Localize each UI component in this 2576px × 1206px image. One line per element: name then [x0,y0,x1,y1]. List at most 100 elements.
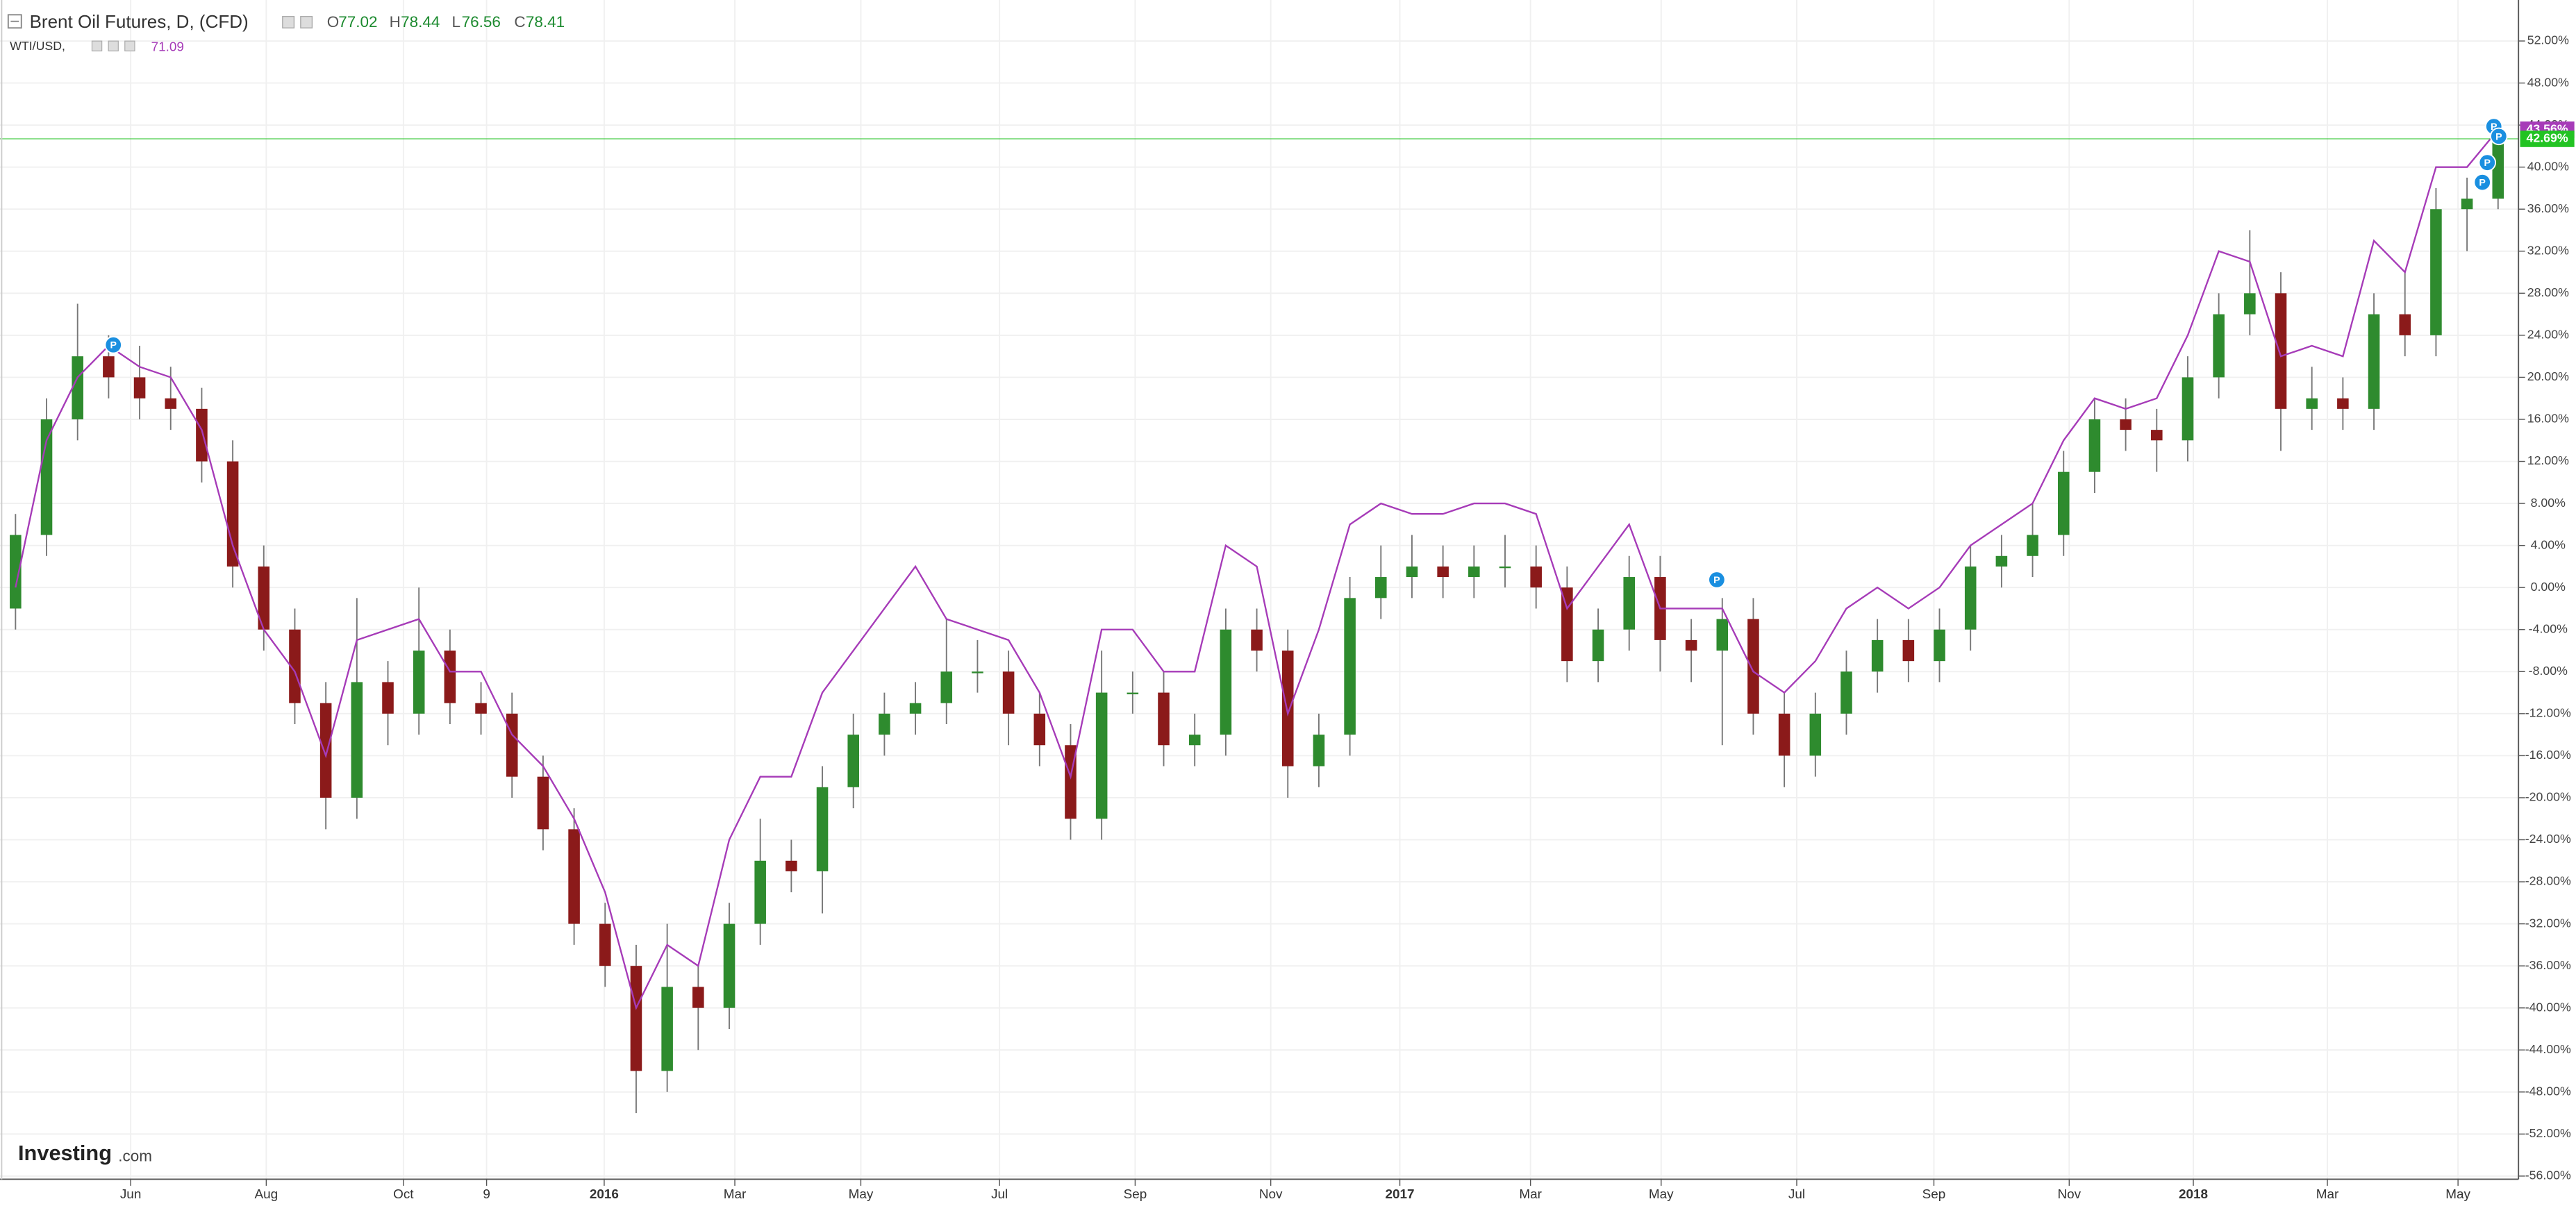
eye-icon[interactable] [91,40,103,51]
x-tick-label: May [1649,1187,1674,1202]
candle-body [1251,629,1263,651]
candle-body [413,651,425,714]
x-tick-label: Sep [1124,1187,1147,1202]
candle-body [72,356,83,419]
candle-body [1778,713,1790,756]
legend-wti-name: WTI/USD, [10,39,65,53]
logo-main: Investing [18,1141,112,1165]
close-icon[interactable] [124,40,135,51]
candle-body [289,629,301,703]
candle-body [661,987,673,1071]
candle-body [2182,377,2194,441]
settings-icon[interactable] [300,15,313,28]
event-pin-label: P [2479,178,2485,189]
candle-body [2244,293,2256,315]
candle-body [909,703,922,714]
candle-body [1437,566,1449,578]
x-tick-label: 9 [483,1187,490,1202]
grid [0,0,2519,1180]
candle-body [1840,671,1852,714]
candle-body [1592,629,1604,662]
candle-body [2337,398,2349,409]
event-pin [2490,127,2508,146]
candle-body [940,671,953,703]
candle-body [103,356,115,378]
y-tick-label: -8.00% [2529,664,2568,678]
candle-body [1499,566,1511,569]
y-tick-label: 4.00% [2531,537,2566,551]
candle-body [1964,566,1977,630]
candle-body [1313,735,1325,767]
candle-body [319,703,332,798]
y-tick-label: 16.00% [2527,412,2569,426]
x-tick-label: Sep [1922,1187,1946,1202]
candle-body [1747,619,1759,714]
candle-body [1623,577,1636,630]
y-tick-label: -12.00% [2525,706,2571,720]
event-pin [1708,571,1726,589]
y-tick-label: 40.00% [2527,159,2569,173]
event-pin-label: P [2484,158,2491,169]
low-label: L [451,13,460,31]
logo: Investing .com [18,1141,152,1165]
candle-body [2120,419,2132,430]
y-tick-label: -28.00% [2525,874,2571,888]
candle-body [133,377,146,399]
close-label: C [514,13,525,31]
x-tick-label: Oct [393,1187,414,1202]
settings-icon[interactable] [108,40,119,51]
candle-body [723,923,736,1008]
candle-body [1871,639,1884,672]
y-tick-label: 32.00% [2527,243,2569,257]
event-pin-label: P [110,340,116,351]
candle-body [692,987,704,1008]
y-tick-label: 20.00% [2527,369,2569,383]
candle-body [2213,314,2225,378]
event-pin [2473,173,2491,192]
series-title: Brent Oil Futures, D, (CFD) [30,11,249,32]
event-pin [2478,153,2497,171]
candle-body [1158,692,1170,746]
y-tick-label: 36.00% [2527,201,2569,215]
open-value: 77.02 [338,13,377,31]
candle-body [1934,629,1945,662]
x-tick-label: Mar [724,1187,747,1202]
candle-body [879,713,890,735]
legend-wti-value: 71.09 [151,40,184,55]
y-tick-label: 28.00% [2527,285,2569,299]
collapse-icon[interactable] [7,14,22,29]
x-tick-label: May [849,1187,874,1202]
candle-body [165,398,177,409]
candle-body [2306,398,2318,409]
candle-body [972,671,983,673]
x-tick-label: Nov [1259,1187,1283,1202]
candle-body [2027,535,2038,556]
open-label: O [327,13,339,31]
candle-body [1002,671,1015,714]
y-tick-label: 8.00% [2531,496,2566,510]
y-tick-label: -4.00% [2529,621,2568,635]
candle-body [2492,138,2504,199]
candle-body [1095,692,1108,819]
candle-body [847,735,859,787]
candle-body [2088,419,2101,472]
high-label: H [390,13,401,31]
candle-body [1685,639,1697,651]
high-value: 78.44 [401,13,440,31]
y-tick-label: -24.00% [2525,832,2571,846]
candle-body [2461,199,2473,210]
candle-body [1344,598,1356,735]
candle-body [2275,293,2287,409]
candle-body [1468,566,1480,578]
x-tick-label: Nov [2057,1187,2081,1202]
y-tick-label: -44.00% [2525,1042,2571,1056]
y-tick-label: 12.00% [2527,453,2569,467]
eye-icon[interactable] [282,15,295,28]
y-tick-label: -32.00% [2525,916,2571,930]
x-tick-label: 2017 [1386,1187,1415,1202]
candle-body [382,682,394,714]
y-tick-label: -40.00% [2525,1000,2571,1014]
